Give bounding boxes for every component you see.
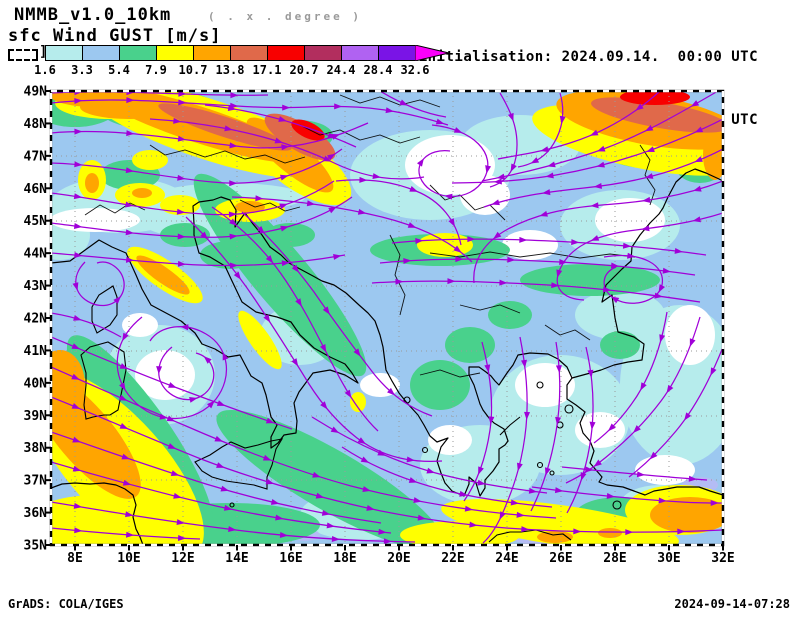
- axis-labels: 49N 48N 47N 46N 45N 44N 43N 42N 41N 40N 39N 38N 37N 3…: [24, 85, 735, 567]
- lon-tick-label: 28E: [603, 551, 626, 566]
- lat-tick-label: 35N: [24, 539, 48, 554]
- lon-tick-label: 10E: [117, 551, 140, 566]
- lon-tick-label: 18E: [333, 551, 356, 566]
- lat-tick-label: 49N: [24, 85, 48, 100]
- colorbar-swatch: [304, 45, 342, 61]
- lat-tick-label: 39N: [24, 409, 48, 424]
- lat-tick-label: 44N: [24, 247, 48, 262]
- lon-tick-label: 8E: [67, 551, 83, 566]
- colorbar-tick-label: 5.4: [108, 63, 130, 77]
- map-area: 49N 48N 47N 46N 45N 44N 43N 42N 41N 40N 39N 38N 37N 3…: [0, 85, 800, 580]
- lat-tick-label: 42N: [24, 312, 48, 327]
- colorbar-legend: ] 1.6 3.3 5.4 7.9 10.7 13.8 17.1 20.7 24.4 28.4 32…: [8, 44, 458, 79]
- colorbar-swatch: [378, 45, 416, 61]
- colorbar-swatch: [341, 45, 379, 61]
- colorbar-swatch: [156, 45, 194, 61]
- colorbar-tick-label: 32.6: [400, 63, 430, 77]
- lat-tick-label: 46N: [24, 182, 48, 197]
- lat-tick-label: 36N: [24, 506, 48, 521]
- initialisation-time: initialisation: 2024.09.14. 00:00 UTC: [418, 49, 758, 65]
- gust-field-darkorange-patches: [158, 97, 723, 161]
- map-canvas: 49N 48N 47N 46N 45N 44N 43N 42N 41N 40N 39N 38N 37N 3…: [24, 85, 735, 567]
- graticule-gridlines: [51, 91, 723, 545]
- lat-tick-label: 48N: [24, 117, 48, 132]
- streamline-arrowheads: [71, 91, 719, 545]
- colorbar-tick-label: 13.8: [215, 63, 245, 77]
- colorbar-underflow-box: [8, 49, 38, 61]
- lat-tick-label: 47N: [24, 149, 48, 164]
- lon-tick-label: 20E: [387, 551, 410, 566]
- lon-tick-label: 32E: [711, 551, 734, 566]
- colorbar-tick-label: 28.4: [363, 63, 393, 77]
- lon-tick-label: 12E: [171, 551, 194, 566]
- colorbar-tick-label: 24.4: [326, 63, 356, 77]
- colorbar-swatch: [230, 45, 268, 61]
- colorbar-swatch: [193, 45, 231, 61]
- colorbar-tick-label: 1.6: [34, 63, 56, 77]
- colorbar-tick-label: 7.9: [145, 63, 167, 77]
- model-title: NMMB_v1.0_10km: [14, 5, 172, 25]
- lon-tick-label: 14E: [225, 551, 248, 566]
- colorbar-swatch: [267, 45, 305, 61]
- field-title: sfc Wind GUST [m/s]: [8, 26, 222, 46]
- lon-tick-label: 22E: [441, 551, 464, 566]
- colorbar-tick-label: 3.3: [71, 63, 93, 77]
- colorbar-overflow-arrow: [415, 45, 450, 61]
- grads-credit: GrADS: COLA/IGES: [8, 597, 124, 611]
- colorbar-swatch: [119, 45, 157, 61]
- lon-tick-label: 16E: [279, 551, 302, 566]
- lat-tick-label: 37N: [24, 474, 48, 489]
- lon-tick-label: 26E: [549, 551, 572, 566]
- lon-tick-label: 30E: [657, 551, 680, 566]
- colorbar-bracket: ]: [39, 44, 48, 60]
- grid-resolution-note: ( . x . degree ): [208, 10, 362, 23]
- colorbar-swatch: [82, 45, 120, 61]
- lon-tick-label: 24E: [495, 551, 518, 566]
- colorbar-tick-label: 17.1: [252, 63, 282, 77]
- colorbar-swatch: [45, 45, 83, 61]
- colorbar-tick-label: 10.7: [178, 63, 208, 77]
- lat-tick-label: 40N: [24, 376, 48, 391]
- creation-timestamp: 2024-09-14-07:28: [674, 597, 790, 611]
- coastlines: [51, 168, 723, 545]
- lat-tick-label: 38N: [24, 441, 48, 456]
- lat-tick-label: 45N: [24, 214, 48, 229]
- lat-tick-label: 41N: [24, 344, 48, 359]
- colorbar-tick-label: 20.7: [289, 63, 319, 77]
- lat-tick-label: 43N: [24, 279, 48, 294]
